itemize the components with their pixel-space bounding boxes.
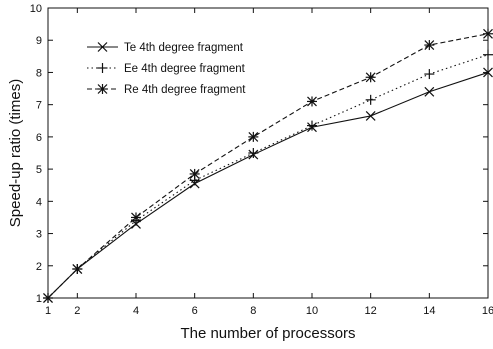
y-tick-label: 6 [36,132,42,144]
data-point-re [248,131,259,142]
y-tick-label: 2 [36,261,42,273]
legend-label-te: Te 4th degree fragment [124,42,244,54]
legend-marker-re [97,84,108,94]
y-tick-label: 1 [36,293,42,305]
data-point-re [72,264,83,274]
y-tick-label: 8 [36,67,42,79]
x-axis-title: The number of processors [180,325,355,342]
y-tick-label: 4 [36,196,42,208]
y-tick-label: 7 [36,100,42,112]
data-point-re [43,293,53,303]
data-point-ee [424,69,435,80]
data-point-ee [307,120,317,131]
data-point-te [424,86,435,97]
x-axis-ticks: 1 2 4 6 8 10 12 14 16 [45,8,493,317]
legend-marker-te [97,42,108,52]
x-tick-label: 12 [365,305,377,317]
x-tick-label: 14 [423,305,435,317]
x-tick-label: 4 [133,305,139,317]
data-point-re [424,40,435,51]
legend-label-ee: Ee 4th degree fragment [124,63,246,75]
data-point-te [483,67,493,78]
data-point-re [483,28,493,39]
plot-frame [47,7,489,299]
x-tick-label: 6 [192,305,198,317]
y-axis-title: Speed-up ratio (times) [7,79,24,227]
data-point-re [307,96,317,107]
x-tick-label: 2 [74,305,80,317]
legend-label-re: Re 4th degree fragment [124,84,246,96]
y-axis-ticks: 1 2 3 4 5 6 7 8 9 10 [30,3,488,305]
series-line-re [47,33,489,299]
y-tick-label: 5 [36,164,42,176]
x-tick-label: 8 [250,305,256,317]
data-point-re [189,168,200,179]
data-point-ee [483,49,493,60]
series-line-te [47,71,489,299]
x-tick-label: 16 [482,305,493,317]
y-tick-label: 10 [30,3,42,15]
y-tick-label: 9 [36,35,42,47]
series-line-ee [47,54,489,299]
series-layer [43,28,493,303]
legend: Te 4th degree fragment Ee 4th degree frag… [87,42,246,96]
y-tick-label: 3 [36,229,42,241]
legend-marker-ee [97,63,108,73]
data-point-re [131,212,141,223]
x-tick-label: 1 [45,305,51,317]
x-tick-label: 10 [306,305,318,317]
data-point-ee [365,94,376,105]
data-point-ee [248,148,259,158]
data-point-re [365,72,376,83]
data-point-te [365,111,376,121]
